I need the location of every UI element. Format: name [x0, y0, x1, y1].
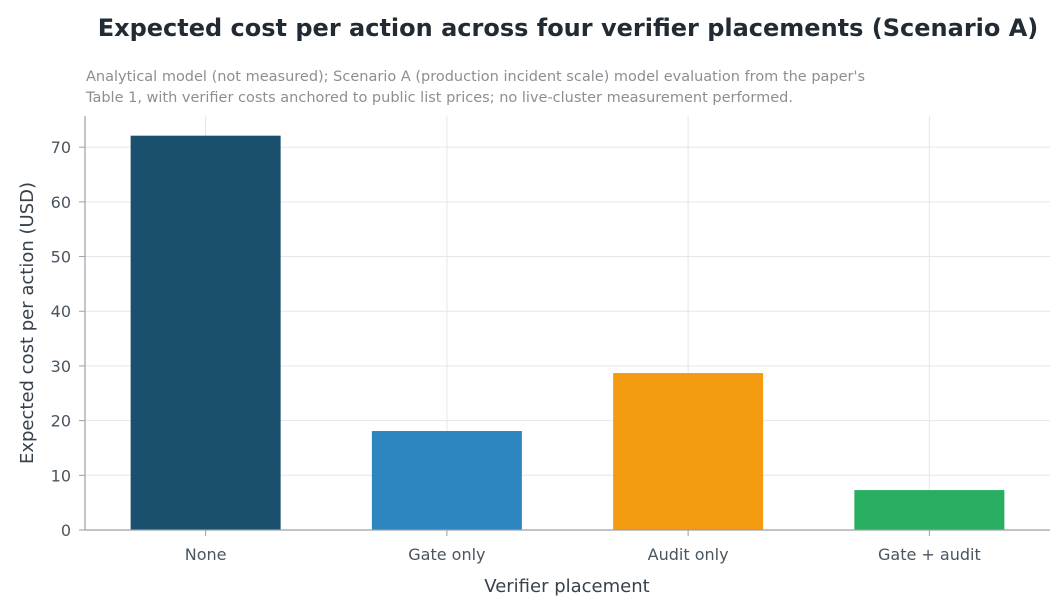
x-tick-labels: None Gate only Audit only Gate + audit: [185, 545, 981, 564]
y-tick-label: 40: [51, 302, 71, 321]
chart-subtitle: Analytical model (not measured); Scenari…: [86, 67, 865, 109]
axes: [79, 116, 1050, 536]
chart-subtitle-line-2: Table 1, with verifier costs anchored to…: [86, 90, 793, 106]
bar-none: [130, 135, 281, 531]
y-tick-label: 10: [51, 466, 71, 485]
y-tick-label: 30: [51, 357, 71, 376]
x-tick-label: Gate only: [408, 545, 485, 564]
bar-gate-only: [371, 431, 522, 530]
y-tick-label: 0: [61, 521, 71, 540]
chart-subtitle-line-1: Analytical model (not measured); Scenari…: [86, 69, 866, 85]
bar-audit-only: [613, 373, 764, 530]
bar-gate-audit: [854, 490, 1005, 530]
x-tick-label: Audit only: [648, 545, 729, 564]
y-tick-labels: 0 10 20 30 40 50 60 70: [51, 138, 71, 540]
y-tick-label: 70: [51, 138, 71, 157]
y-tick-label: 50: [51, 248, 71, 267]
y-tick-label: 60: [51, 193, 71, 212]
x-tick-label: None: [185, 545, 227, 564]
bars: [130, 135, 1005, 531]
chart-title: Expected cost per action across four ver…: [97, 14, 1039, 42]
y-tick-label: 20: [51, 412, 71, 431]
y-axis-title: Expected cost per action (USD): [17, 182, 38, 464]
x-tick-label: Gate + audit: [878, 545, 981, 564]
x-axis-title: Verifier placement: [484, 576, 649, 597]
